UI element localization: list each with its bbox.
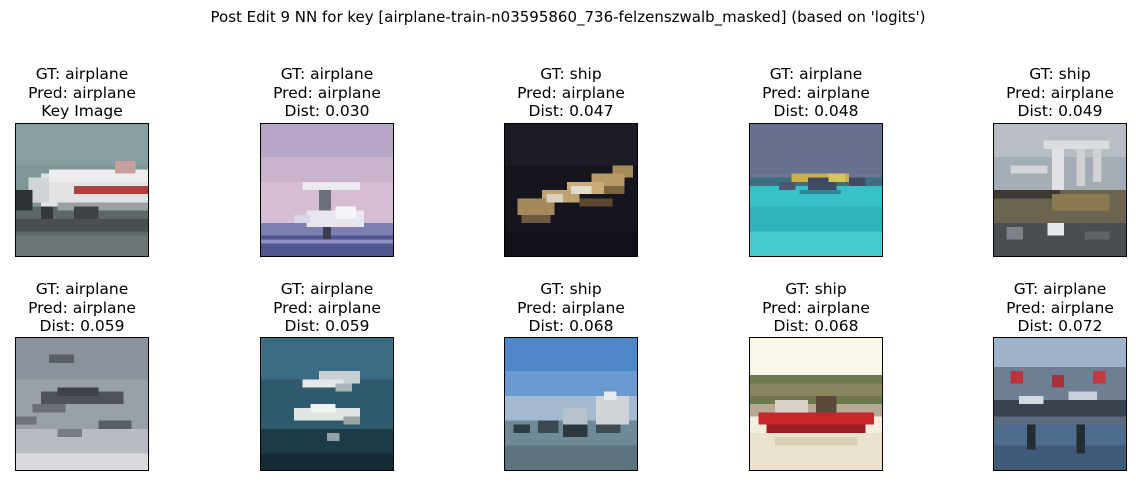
gt-label: GT: airplane: [280, 280, 374, 298]
panel-title: GT: airplane Pred: airplane Key Image: [0, 65, 202, 121]
thumbnail-jets-in-clouds: [15, 337, 149, 471]
thumbnail-wooden-boat-dark: [504, 123, 638, 257]
gt-label: GT: airplane: [35, 65, 129, 83]
panel-title: GT: ship Pred: airplane Dist: 0.049: [940, 65, 1136, 121]
extra-label: Dist: 0.059: [284, 317, 370, 335]
panel-title: GT: ship Pred: airplane Dist: 0.068: [696, 280, 936, 336]
extra-label: Dist: 0.068: [528, 317, 614, 335]
pred-label: Pred: airplane: [1006, 83, 1114, 102]
figure-title: Post Edit 9 NN for key [airplane-train-n…: [210, 8, 926, 26]
pred-label: Pred: airplane: [273, 298, 381, 317]
panel-title: GT: airplane Pred: airplane Dist: 0.048: [696, 65, 936, 121]
thumbnail-jet-pink-sky: [260, 123, 394, 257]
pred-label: Pred: airplane: [1006, 298, 1114, 317]
extra-label: Dist: 0.030: [284, 102, 370, 120]
panel-title: GT: ship Pred: airplane Dist: 0.068: [451, 280, 691, 336]
thumbnail-crane-ship: [993, 123, 1127, 257]
gt-label: GT: ship: [540, 280, 602, 298]
panel-title: GT: airplane Pred: airplane Dist: 0.059: [207, 280, 447, 336]
thumbnail-jets-over-sea: [260, 337, 394, 471]
pred-label: Pred: airplane: [762, 83, 870, 102]
pred-label: Pred: airplane: [762, 298, 870, 317]
gt-label: GT: airplane: [769, 65, 863, 83]
thumbnail-airplane-on-runway: [15, 123, 149, 257]
extra-label: Dist: 0.049: [1017, 102, 1103, 120]
pred-label: Pred: airplane: [28, 83, 136, 102]
thumbnail-harbor-docks: [993, 337, 1127, 471]
extra-label: Dist: 0.047: [528, 102, 614, 120]
pred-label: Pred: airplane: [273, 83, 381, 102]
extra-label: Key Image: [41, 102, 123, 120]
gt-label: GT: ship: [1029, 65, 1091, 83]
panel-title: GT: airplane Pred: airplane Dist: 0.059: [0, 280, 202, 336]
extra-label: Dist: 0.059: [39, 317, 125, 335]
pred-label: Pred: airplane: [28, 298, 136, 317]
gt-label: GT: ship: [540, 65, 602, 83]
thumbnail-boats-blue-sky: [504, 337, 638, 471]
pred-label: Pred: airplane: [517, 298, 625, 317]
panel-title: GT: ship Pred: airplane Dist: 0.047: [451, 65, 691, 121]
extra-label: Dist: 0.068: [773, 317, 859, 335]
thumbnail-red-boat: [749, 337, 883, 471]
gt-label: GT: airplane: [35, 280, 129, 298]
panel-title: GT: airplane Pred: airplane Dist: 0.072: [940, 280, 1136, 336]
gt-label: GT: ship: [785, 280, 847, 298]
gt-label: GT: airplane: [280, 65, 374, 83]
extra-label: Dist: 0.072: [1017, 317, 1103, 335]
extra-label: Dist: 0.048: [773, 102, 859, 120]
pred-label: Pred: airplane: [517, 83, 625, 102]
gt-label: GT: airplane: [1013, 280, 1107, 298]
panel-title: GT: airplane Pred: airplane Dist: 0.030: [207, 65, 447, 121]
thumbnail-seaplane-on-water: [749, 123, 883, 257]
